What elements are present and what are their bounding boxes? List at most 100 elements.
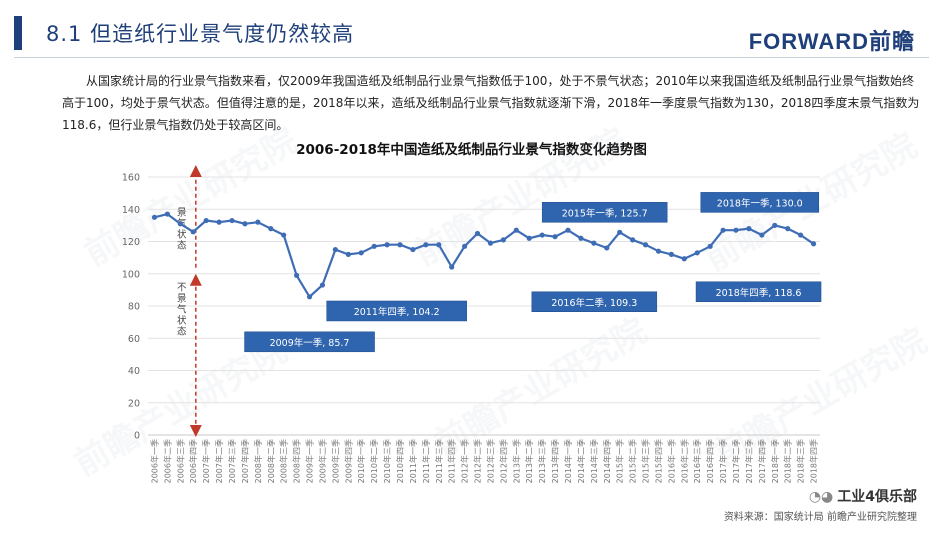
y-tick-label: 160 (122, 173, 140, 184)
data-point (306, 294, 313, 300)
x-tick-label: 2013年四季 (550, 439, 560, 483)
x-tick-label: 2006年三季 (175, 439, 185, 483)
y-tick-label: 140 (122, 205, 140, 216)
x-tick-label: 2007年二季 (214, 439, 224, 483)
data-point (255, 219, 261, 225)
x-tick-label: 2018年三季 (796, 439, 806, 483)
lower-state-label: 气 (177, 304, 187, 316)
callout-box (700, 192, 820, 213)
y-tick-label: 0 (134, 431, 140, 442)
x-tick-label: 2010年二季 (369, 439, 379, 483)
callout-box (326, 300, 467, 322)
header-divider (14, 57, 929, 58)
lower-state-label: 景 (177, 294, 187, 305)
callout-box (541, 202, 668, 223)
x-tick-label: 2016年三季 (692, 439, 702, 483)
x-tick-label: 2006年一季 (149, 439, 159, 483)
x-tick-label: 2014年一季 (563, 439, 573, 483)
wechat-account-name: 工业4俱乐部 (837, 489, 917, 505)
x-tick-label: 2012年四季 (498, 439, 508, 483)
x-tick-label: 2010年三季 (382, 439, 392, 483)
lower-state-label: 不 (177, 283, 187, 294)
data-point (617, 229, 623, 235)
x-tick-label: 2008年一季 (253, 439, 263, 483)
x-tick-label: 2015年三季 (641, 439, 651, 483)
lower-state-label: 状 (177, 315, 187, 327)
x-tick-label: 2017年三季 (744, 439, 754, 483)
x-tick-label: 2010年一季 (356, 439, 366, 483)
data-point (358, 250, 364, 256)
data-point (694, 250, 700, 256)
x-tick-label: 2007年一季 (201, 439, 211, 483)
page-title: 8.1 但造纸行业景气度仍然较高 (46, 22, 355, 46)
data-point (203, 217, 209, 224)
data-point (785, 226, 791, 232)
x-tick-label: 2012年二季 (473, 439, 483, 483)
data-point (164, 211, 170, 217)
x-tick-label: 2016年四季 (705, 439, 715, 483)
x-tick-label: 2017年四季 (757, 439, 767, 483)
upper-state-label: 景 (177, 207, 187, 218)
x-tick-label: 2009年二季 (317, 439, 327, 483)
data-point (655, 248, 662, 254)
x-tick-label: 2018年二季 (783, 439, 793, 483)
series-line (154, 213, 815, 298)
x-tick-label: 2014年四季 (602, 439, 612, 483)
x-tick-label: 2013年二季 (524, 439, 534, 483)
data-point (500, 237, 506, 243)
wechat-account: ◔◕ 工业4俱乐部 (809, 486, 917, 506)
x-tick-label: 2006年二季 (162, 439, 172, 483)
y-tick-label: 20 (128, 398, 140, 409)
data-point (449, 264, 455, 270)
x-tick-label: 2007年四季 (240, 439, 250, 483)
data-point (591, 240, 597, 246)
data-point (177, 221, 183, 227)
data-point (746, 226, 752, 232)
lower-state-label: 态 (177, 326, 187, 338)
data-point (578, 235, 584, 241)
y-tick-label: 100 (122, 269, 140, 280)
data-point (151, 214, 158, 220)
data-point (345, 251, 351, 257)
data-point (513, 227, 519, 233)
x-tick-label: 2009年三季 (330, 439, 340, 483)
callout-box (531, 291, 658, 313)
upper-state-label: 状 (177, 228, 187, 240)
data-point (332, 246, 338, 253)
data-point (772, 222, 778, 228)
data-point (423, 242, 429, 248)
data-point (642, 242, 649, 248)
data-label: 2016年二季, 109.3 (551, 297, 637, 309)
x-tick-label: 2012年一季 (460, 439, 470, 483)
data-label: 2018年一季, 130.0 (717, 197, 803, 209)
data-point (720, 227, 726, 233)
data-point (268, 226, 274, 232)
callout-box (695, 281, 822, 303)
data-label: 2009年一季, 85.7 (270, 337, 350, 349)
x-tick-label: 2015年二季 (628, 439, 638, 483)
x-tick-label: 2011年三季 (434, 439, 444, 483)
data-point (565, 227, 571, 233)
x-tick-label: 2016年一季 (666, 439, 676, 483)
data-point (668, 251, 674, 257)
y-tick-label: 120 (122, 237, 140, 248)
x-tick-label: 2011年四季 (447, 439, 457, 483)
x-tick-label: 2008年三季 (279, 439, 289, 483)
upper-state-label: 态 (177, 239, 187, 251)
y-tick-label: 80 (128, 302, 140, 313)
callout-box (244, 331, 375, 353)
brand-logo: FORWARD前瞻 (748, 29, 915, 54)
data-point (798, 232, 804, 238)
data-point (552, 234, 558, 240)
data-point (384, 242, 390, 248)
data-label: 2011年四季, 104.2 (354, 306, 440, 318)
x-tick-label: 2015年一季 (615, 439, 625, 483)
data-point (630, 237, 636, 243)
x-tick-label: 2008年二季 (266, 439, 276, 483)
data-point (190, 229, 196, 235)
data-point (229, 217, 235, 224)
data-label: 2015年一季, 125.7 (562, 207, 648, 219)
x-tick-label: 2009年四季 (343, 439, 353, 483)
data-point (281, 232, 287, 238)
data-point (733, 227, 739, 233)
